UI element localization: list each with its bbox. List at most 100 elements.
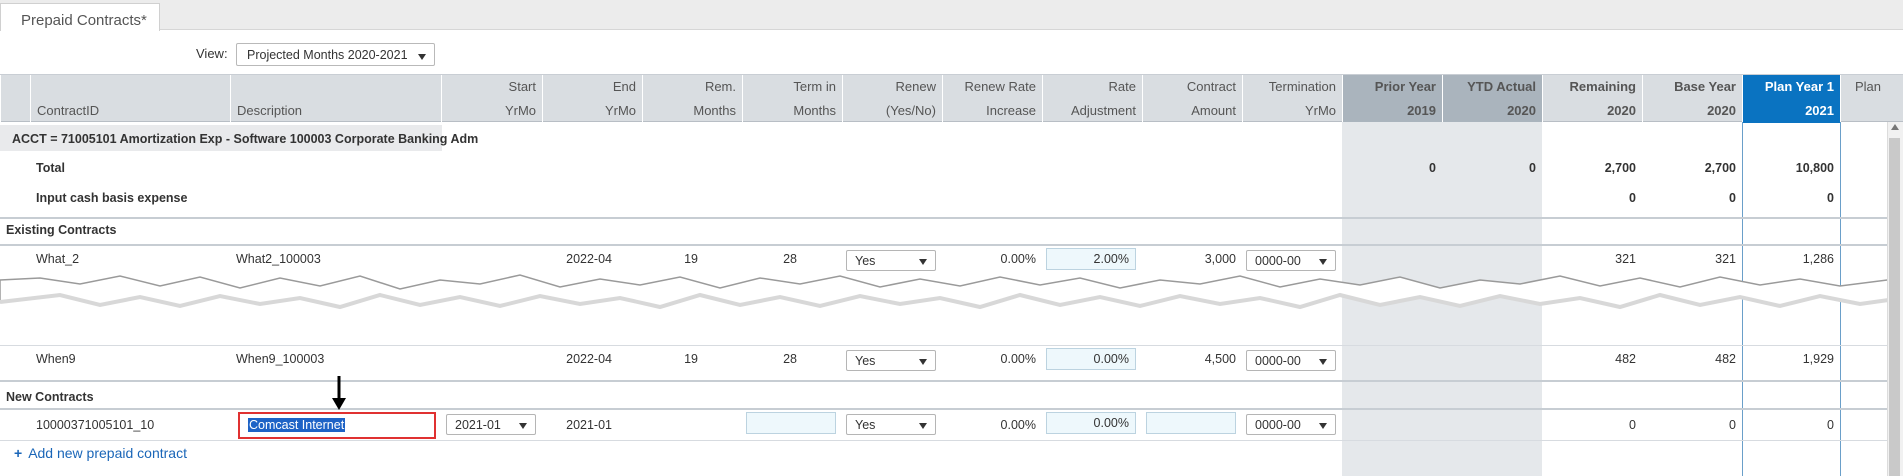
row-term-months: 28 xyxy=(783,252,797,266)
start-yrmo-value: 2021-01 xyxy=(455,418,501,432)
renew-dropdown[interactable]: Yes xyxy=(846,250,936,271)
section-divider xyxy=(0,380,1887,382)
header-plan[interactable]: Plan xyxy=(1840,75,1887,123)
row-divider xyxy=(0,345,1887,346)
chevron-down-icon xyxy=(919,259,927,265)
contract-amount-input[interactable] xyxy=(1146,412,1236,434)
total-base-year: 2,700 xyxy=(1704,161,1736,175)
header-prior-year[interactable]: Prior Year 2019 xyxy=(1342,75,1442,123)
row-renew-rate: 0.00% xyxy=(1000,252,1036,266)
chevron-down-icon xyxy=(1319,359,1327,365)
renew-dropdown[interactable]: Yes xyxy=(846,414,936,435)
section-divider xyxy=(0,408,1887,410)
chevron-down-icon xyxy=(919,423,927,429)
total-label: Total xyxy=(36,161,65,175)
termination-value: 0000-00 xyxy=(1255,354,1301,368)
row-base-year: 482 xyxy=(1715,352,1736,366)
section-divider xyxy=(0,244,1887,246)
row-plan-year-1: 1,929 xyxy=(1802,352,1834,366)
torn-paper-effect xyxy=(0,274,1903,310)
description-input-highlighted[interactable]: Comcast Internet xyxy=(238,412,436,439)
add-link-label: Add new prepaid contract xyxy=(28,445,187,461)
start-yrmo-dropdown[interactable]: 2021-01 xyxy=(446,414,536,435)
scrollbar-thumb[interactable] xyxy=(1889,138,1900,476)
input-cash-plan-year-1: 0 xyxy=(1827,191,1834,205)
chevron-down-icon xyxy=(519,423,527,429)
header-termination[interactable]: Termination YrMo xyxy=(1242,75,1342,123)
row-end-yrmo: 2022-04 xyxy=(566,252,612,266)
scroll-up-icon[interactable] xyxy=(1891,124,1899,130)
total-plan-year-1: 10,800 xyxy=(1795,161,1834,175)
rate-adjustment-input[interactable]: 2.00% xyxy=(1046,248,1136,270)
header-remaining[interactable]: Remaining 2020 xyxy=(1542,75,1642,123)
view-label: View: xyxy=(196,46,228,61)
row-remaining: 321 xyxy=(1615,252,1636,266)
header-description[interactable]: Description xyxy=(230,75,441,123)
row-rem-months: 19 xyxy=(684,352,698,366)
header-rate-adjustment[interactable]: Rate Adjustment xyxy=(1042,75,1142,123)
header-contract-amount[interactable]: Contract Amount xyxy=(1142,75,1242,123)
chevron-down-icon xyxy=(919,359,927,365)
term-months-input[interactable] xyxy=(746,412,836,434)
row-contract-amount: 4,500 xyxy=(1204,352,1236,366)
row-base-year: 321 xyxy=(1715,252,1736,266)
acct-label: ACCT = 71005101 Amortization Exp - Softw… xyxy=(12,132,479,146)
rate-adjustment-input[interactable]: 0.00% xyxy=(1046,412,1136,434)
tab-strip xyxy=(0,0,1903,30)
grid-header: ContractID Description Start YrMo End YrMo… xyxy=(0,74,1903,123)
row-end-yrmo: 2022-04 xyxy=(566,352,612,366)
section-divider xyxy=(0,217,1887,219)
row-renew-rate: 0.00% xyxy=(1000,352,1036,366)
row-plan-year-1: 1,286 xyxy=(1802,252,1834,266)
header-start-yrmo[interactable]: Start YrMo xyxy=(441,75,542,123)
row-description: When9_100003 xyxy=(236,352,325,366)
header-renew-rate[interactable]: Renew Rate Increase xyxy=(942,75,1042,123)
add-prepaid-contract-link[interactable]: + Add new prepaid contract xyxy=(14,445,187,461)
termination-dropdown[interactable]: 0000-00 xyxy=(1246,250,1336,271)
renew-value: Yes xyxy=(855,254,876,268)
termination-dropdown[interactable]: 0000-00 xyxy=(1246,414,1336,435)
header-base-year[interactable]: Base Year 2020 xyxy=(1642,75,1742,123)
termination-value: 0000-00 xyxy=(1255,418,1301,432)
acct-band xyxy=(0,125,442,151)
row-contract-amount: 3,000 xyxy=(1204,252,1236,266)
new-row-remaining: 0 xyxy=(1629,418,1636,432)
rate-adjustment-input[interactable]: 0.00% xyxy=(1046,348,1136,370)
header-plan-year-1[interactable]: Plan Year 1 2021 xyxy=(1742,75,1840,123)
row-contract-id: When9 xyxy=(36,352,76,366)
header-rem-months[interactable]: Rem. Months xyxy=(642,75,742,123)
termination-value: 0000-00 xyxy=(1255,254,1301,268)
header-rownum xyxy=(0,75,30,123)
new-row-base-year: 0 xyxy=(1729,418,1736,432)
tab-prepaid-contracts[interactable]: Prepaid Contracts* xyxy=(0,3,160,31)
termination-dropdown[interactable]: 0000-00 xyxy=(1246,350,1336,371)
view-select-value: Projected Months 2020-2021 xyxy=(247,48,408,62)
input-cash-remaining: 0 xyxy=(1629,191,1636,205)
input-cash-label: Input cash basis expense xyxy=(36,191,188,205)
row-description: What2_100003 xyxy=(236,252,321,266)
view-select[interactable]: Projected Months 2020-2021 xyxy=(236,43,435,66)
total-remaining: 2,700 xyxy=(1604,161,1636,175)
new-row-plan-year-1: 0 xyxy=(1827,418,1834,432)
chevron-down-icon xyxy=(1319,259,1327,265)
header-ytd-actual[interactable]: YTD Actual 2020 xyxy=(1442,75,1542,123)
new-row-renew-rate: 0.00% xyxy=(1000,418,1036,432)
chevron-down-icon xyxy=(418,54,426,60)
existing-contracts-header: Existing Contracts xyxy=(6,223,117,237)
header-renew[interactable]: Renew (Yes/No) xyxy=(842,75,942,123)
row-remaining: 482 xyxy=(1615,352,1636,366)
total-ytd-actual: 0 xyxy=(1529,161,1536,175)
row-divider xyxy=(0,440,1887,441)
new-row-end-yrmo: 2021-01 xyxy=(566,418,612,432)
renew-value: Yes xyxy=(855,418,876,432)
plus-icon: + xyxy=(14,445,23,461)
header-end-yrmo[interactable]: End YrMo xyxy=(542,75,642,123)
arrow-down-icon xyxy=(332,376,346,410)
renew-dropdown[interactable]: Yes xyxy=(846,350,936,371)
input-cash-base-year: 0 xyxy=(1729,191,1736,205)
row-contract-id: What_2 xyxy=(36,252,80,266)
row-rem-months: 19 xyxy=(684,252,698,266)
total-prior-year: 0 xyxy=(1429,161,1436,175)
header-term-months[interactable]: Term in Months xyxy=(742,75,842,123)
header-contract-id[interactable]: ContractID xyxy=(30,75,230,123)
